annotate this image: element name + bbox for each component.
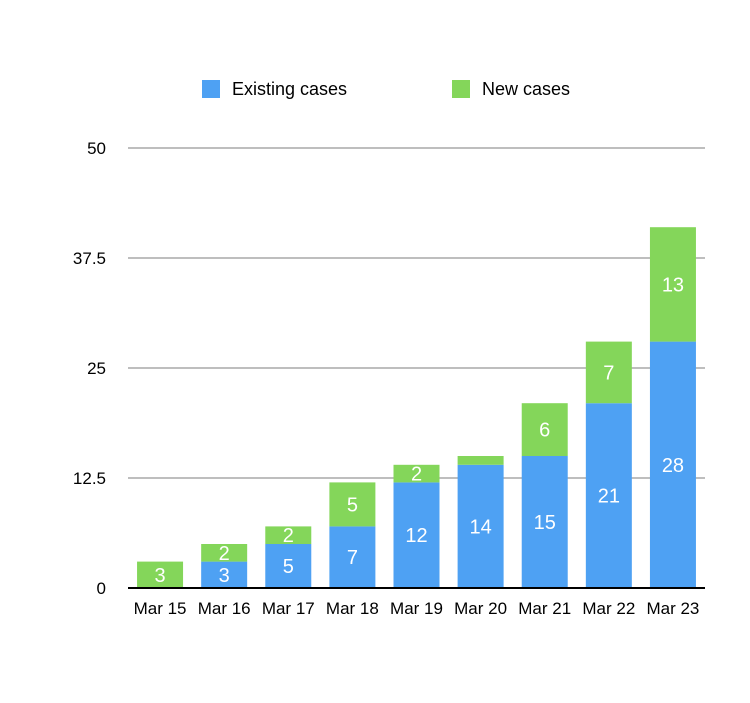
bar-segment-existing <box>585 403 632 588</box>
data-label: 5 <box>347 494 358 516</box>
bar-segment-new <box>521 403 568 456</box>
data-label: 5 <box>283 556 294 578</box>
y-tick-label: 0 <box>97 579 106 598</box>
legend-label-new: New cases <box>482 78 571 99</box>
bar-segment-new <box>265 526 312 544</box>
bar-segment-existing <box>201 561 248 588</box>
data-label: 13 <box>662 274 684 296</box>
y-tick-label: 12.5 <box>73 469 106 488</box>
y-tick-label: 37.5 <box>73 249 106 268</box>
x-tick-label: Mar 23 <box>646 599 699 618</box>
data-label: 3 <box>154 565 165 587</box>
legend-label-existing: Existing cases <box>232 78 348 99</box>
bar-segment-existing <box>649 341 696 588</box>
legend-swatch-existing <box>202 80 220 98</box>
x-tick-label: Mar 22 <box>582 599 635 618</box>
bar-segment-new <box>457 456 504 465</box>
bar-segment-new <box>585 341 632 404</box>
legend-item-existing: Existing cases <box>202 78 347 100</box>
data-label: 3 <box>219 565 230 587</box>
bar-segment-existing <box>329 526 376 588</box>
data-label: 28 <box>662 455 684 477</box>
x-tick-label: Mar 20 <box>454 599 507 618</box>
x-tick-label: Mar 17 <box>262 599 315 618</box>
data-label: 2 <box>411 464 422 486</box>
data-label: 15 <box>534 512 556 534</box>
x-tick-label: Mar 16 <box>198 599 251 618</box>
data-label: 2 <box>283 525 294 547</box>
x-tick-label: Mar 15 <box>134 599 187 618</box>
data-label: 7 <box>603 362 614 384</box>
data-label: 6 <box>539 420 550 442</box>
bar-segment-new <box>649 227 696 342</box>
bar-segment-new <box>201 544 248 562</box>
bar-segment-new <box>393 464 440 483</box>
bar-segment-existing <box>521 456 568 588</box>
legend-item-new: New cases <box>452 78 570 100</box>
data-label: 7 <box>347 547 358 569</box>
bar-segment-existing <box>457 464 504 588</box>
y-tick-label: 50 <box>87 139 106 158</box>
data-label: 14 <box>469 516 491 538</box>
x-tick-label: Mar 19 <box>390 599 443 618</box>
bar-segment-existing <box>265 544 312 588</box>
bar-segment-new <box>137 561 184 588</box>
data-label: 12 <box>405 525 427 547</box>
y-tick-label: 25 <box>87 359 106 378</box>
data-label: 21 <box>598 486 620 508</box>
bar-segment-new <box>329 482 376 527</box>
data-label: 2 <box>219 543 230 565</box>
x-tick-label: Mar 21 <box>518 599 571 618</box>
x-tick-label: Mar 18 <box>326 599 379 618</box>
legend-swatch-new <box>452 80 470 98</box>
bar-segment-existing <box>393 482 440 588</box>
